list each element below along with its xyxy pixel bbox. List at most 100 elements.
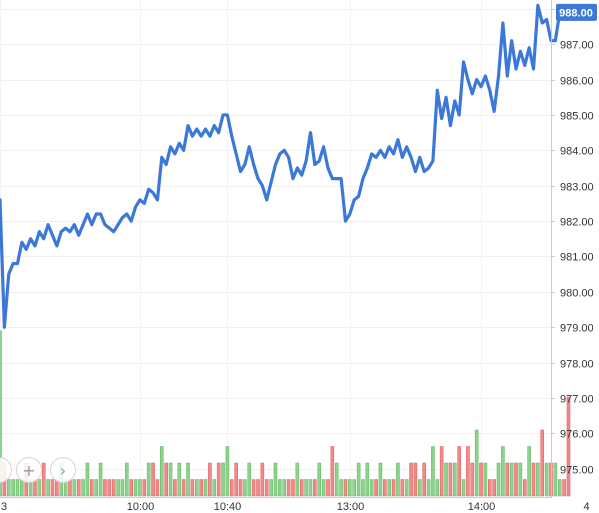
- time-tick-label: 14:00: [468, 501, 496, 513]
- volume-bar: [391, 479, 396, 497]
- volume-bar: [453, 462, 457, 497]
- price-tick-label: 987.00: [560, 40, 594, 52]
- volume-bar: [129, 479, 133, 497]
- price-tick-label: 985.00: [560, 111, 594, 123]
- time-tick-label: 10:40: [214, 501, 242, 513]
- volume-bar: [20, 479, 24, 497]
- volume-bar: [474, 429, 479, 497]
- price-tick-label: 978.00: [560, 359, 594, 371]
- volume-bar: [304, 479, 308, 497]
- volume-bar: [269, 479, 273, 497]
- volume-bar: [343, 479, 348, 497]
- volume-bar: [286, 479, 291, 497]
- volume-bar: [422, 462, 426, 497]
- volume-bar: [50, 479, 55, 497]
- volume-bar: [251, 479, 256, 497]
- volume-bar: [133, 479, 138, 497]
- volume-bar: [181, 479, 186, 497]
- volume-bar: [435, 479, 440, 497]
- volume-bar: [0, 330, 2, 497]
- volume-bar: [199, 479, 203, 497]
- price-tick-label: 986.00: [560, 76, 594, 88]
- last-price-label: 988.00: [559, 7, 593, 19]
- volume-bar: [501, 446, 505, 497]
- volume-bar: [483, 462, 488, 497]
- volume-bars: [0, 330, 571, 497]
- volume-bar: [221, 462, 225, 497]
- volume-bar: [186, 462, 190, 497]
- last-price-tag-bg: [556, 3, 597, 21]
- volume-bar: [544, 462, 549, 497]
- volume-bar: [234, 462, 238, 497]
- volume-bar: [81, 479, 85, 497]
- volume-bar: [527, 446, 531, 497]
- volume-bar: [413, 462, 418, 497]
- volume-bar: [291, 479, 295, 497]
- volume-bar: [173, 479, 177, 497]
- zoom-in-button[interactable]: +: [16, 457, 42, 483]
- volume-bar: [418, 479, 422, 497]
- volume-bar: [321, 479, 326, 497]
- volume-bar: [260, 462, 265, 497]
- volume-bar: [11, 479, 15, 497]
- volume-bar: [229, 479, 234, 497]
- price-tick-label: 977.00: [560, 394, 594, 406]
- volume-bar: [203, 479, 208, 497]
- volume-bar: [387, 479, 391, 497]
- volume-bar: [369, 479, 374, 497]
- volume-bar: [444, 462, 448, 497]
- volume-bar: [396, 462, 400, 497]
- volume-bar: [330, 446, 335, 497]
- volume-bar: [479, 462, 483, 497]
- volume-bar: [264, 479, 269, 497]
- volume-bar: [409, 462, 413, 497]
- volume-bar: [383, 479, 387, 497]
- time-tick-label: 10:00: [127, 501, 155, 513]
- volume-bar: [146, 462, 151, 497]
- volume-bar: [553, 462, 558, 497]
- volume-bar: [94, 479, 98, 497]
- volume-bar: [457, 446, 461, 497]
- volume-bar: [72, 479, 77, 497]
- volume-bar: [326, 479, 330, 497]
- volume-bar: [125, 462, 129, 497]
- volume-bar: [273, 462, 278, 497]
- volume-bar: [85, 462, 90, 497]
- price-tick-label: 984.00: [560, 146, 594, 158]
- price-line: [0, 3, 562, 329]
- volume-bar: [76, 479, 81, 497]
- volume-bar: [308, 479, 313, 497]
- volume-bar: [41, 462, 46, 497]
- volume-bar: [352, 479, 356, 497]
- volume-bar: [540, 429, 545, 497]
- time-tick-label: 3: [1, 501, 7, 513]
- last-price-tag: 988.00: [556, 3, 597, 21]
- volume-bar: [6, 479, 11, 497]
- volume-bar: [256, 479, 260, 497]
- chevron-right-icon: ›: [59, 461, 67, 480]
- volume-bar: [378, 462, 383, 497]
- price-tick-label: 980.00: [560, 288, 594, 300]
- volume-bar: [470, 462, 475, 497]
- volume-bar: [282, 479, 287, 497]
- volume-bar: [46, 479, 50, 497]
- volume-bar: [400, 479, 405, 497]
- plus-icon: +: [22, 461, 36, 480]
- time-tick-label: 4: [583, 501, 589, 513]
- scroll-right-button[interactable]: ›: [50, 457, 76, 483]
- volume-bar: [317, 462, 322, 497]
- volume-bar: [278, 479, 282, 497]
- volume-bar: [15, 479, 20, 497]
- volume-bar: [37, 479, 42, 497]
- volume-bar: [426, 479, 431, 497]
- price-tick-label: 981.00: [560, 252, 594, 264]
- price-tick-label: 979.00: [560, 323, 594, 335]
- volume-bar: [313, 479, 317, 497]
- volume-bar: [68, 479, 72, 497]
- volume-bar: [536, 462, 540, 497]
- price-tick-label: 976.00: [560, 429, 594, 441]
- volume-bar: [431, 446, 435, 497]
- volume-bar: [334, 462, 339, 497]
- volume-bar: [461, 479, 466, 497]
